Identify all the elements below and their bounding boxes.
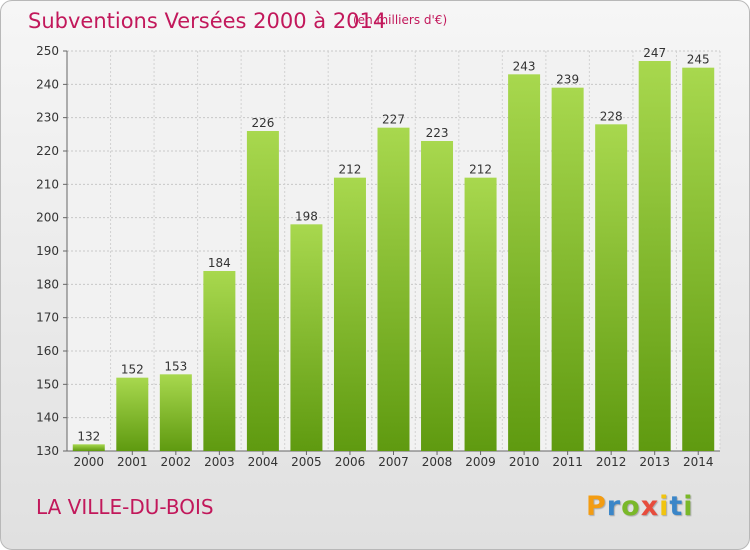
proxiti-logo: Proxiti	[586, 491, 694, 522]
bar	[464, 177, 497, 451]
y-tick-label: 250	[36, 44, 59, 58]
x-tick-label: 2012	[596, 455, 627, 469]
bar	[508, 74, 541, 451]
data-label: 243	[513, 59, 536, 73]
commune-name: LA VILLE-DU-BOIS	[36, 495, 214, 519]
data-label: 198	[295, 209, 318, 223]
x-tick-label: 2005	[291, 455, 322, 469]
logo-letter: i	[659, 491, 670, 522]
logo-letter: r	[606, 491, 622, 522]
logo-letter: o	[621, 491, 641, 522]
logo-letter: i	[683, 491, 694, 522]
bar	[72, 444, 105, 451]
x-tick-label: 2001	[117, 455, 148, 469]
y-tick-label: 220	[36, 144, 59, 158]
data-label: 132	[77, 429, 100, 443]
bar	[246, 131, 279, 451]
x-tick-label: 2004	[248, 455, 279, 469]
x-tick-label: 2009	[465, 455, 496, 469]
y-tick-label: 150	[36, 377, 59, 391]
y-tick-label: 140	[36, 411, 59, 425]
data-label: 212	[469, 163, 492, 177]
bar	[595, 124, 628, 451]
data-label: 245	[687, 53, 710, 67]
chart-title: Subventions Versées 2000 à 2014	[28, 9, 387, 33]
y-tick-label: 170	[36, 311, 59, 325]
logo-letter: t	[669, 491, 684, 522]
x-tick-label: 2011	[552, 455, 583, 469]
bar	[682, 67, 715, 452]
x-tick-label: 2002	[161, 455, 192, 469]
x-tick-label: 2014	[683, 455, 714, 469]
data-label: 212	[339, 163, 362, 177]
bar	[290, 224, 323, 451]
bar	[203, 271, 236, 451]
data-label: 247	[643, 46, 666, 60]
x-tick-label: 2008	[422, 455, 453, 469]
data-label: 153	[164, 359, 187, 373]
data-label: 184	[208, 256, 231, 270]
x-tick-label: 2003	[204, 455, 235, 469]
bar	[116, 377, 149, 451]
x-tick-label: 2013	[639, 455, 670, 469]
y-tick-label: 200	[36, 211, 59, 225]
y-tick-label: 210	[36, 177, 59, 191]
data-label: 223	[426, 126, 449, 140]
bar	[333, 177, 366, 451]
bar	[638, 61, 671, 451]
bar	[421, 141, 454, 451]
data-label: 152	[121, 363, 144, 377]
y-tick-label: 230	[36, 111, 59, 125]
y-tick-label: 190	[36, 244, 59, 258]
data-label: 226	[251, 116, 274, 130]
x-tick-label: 2010	[509, 455, 540, 469]
bar	[551, 87, 584, 452]
x-tick-label: 2006	[335, 455, 366, 469]
bar	[377, 127, 410, 452]
data-label: 227	[382, 113, 405, 127]
y-tick-label: 160	[36, 344, 59, 358]
logo-letter: x	[640, 491, 660, 522]
y-tick-label: 180	[36, 277, 59, 291]
y-tick-label: 130	[36, 444, 59, 458]
bar	[159, 374, 192, 451]
unit-label: (en milliers d'€)	[353, 13, 448, 27]
y-tick-label: 240	[36, 77, 59, 91]
x-tick-label: 2007	[378, 455, 409, 469]
logo-letter: P	[586, 491, 607, 522]
data-label: 228	[600, 109, 623, 123]
x-tick-label: 2000	[73, 455, 104, 469]
data-label: 239	[556, 73, 579, 87]
